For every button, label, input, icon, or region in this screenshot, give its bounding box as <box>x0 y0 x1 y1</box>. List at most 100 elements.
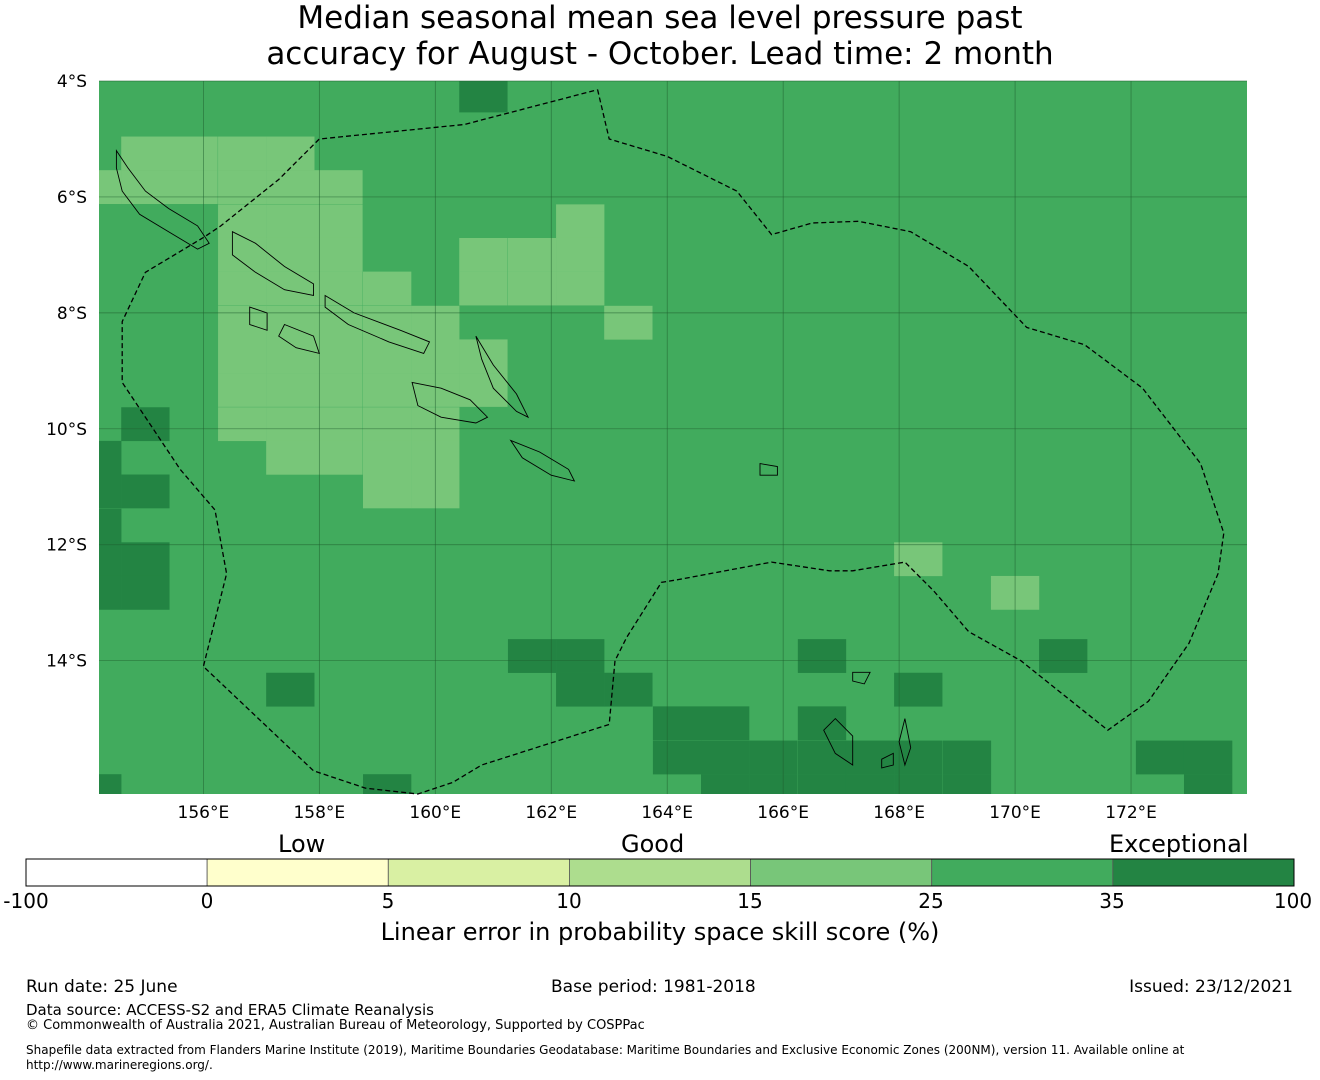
skill-cell-35-100 <box>797 774 847 794</box>
skill-cell-15-25 <box>218 237 267 272</box>
skill-cell-15-25 <box>314 407 363 442</box>
skill-cell-35-100 <box>701 774 750 794</box>
skill-cell-15-25 <box>459 373 508 407</box>
skill-cell-35-100 <box>99 474 122 509</box>
colorbar-tick: 0 <box>200 889 214 913</box>
graticule <box>99 80 1247 794</box>
eez-boundary-line <box>121 89 1225 795</box>
colorbar-tick: 35 <box>1099 889 1125 913</box>
skill-cell-15-25 <box>604 305 653 340</box>
skill-cell-35-100 <box>99 542 122 577</box>
skill-cell-15-25 <box>459 271 508 306</box>
skill-cell-15-25 <box>362 440 412 475</box>
base-period: Base period: 1981-2018 <box>551 977 756 997</box>
latitude-label: 10°S <box>46 420 87 440</box>
skill-cell-15-25 <box>266 136 315 171</box>
skill-cell-15-25 <box>218 373 267 407</box>
skill-cell-15-25 <box>266 237 315 272</box>
skill-cell-35-100 <box>797 639 847 673</box>
skill-cell-15-25 <box>266 407 315 442</box>
skill-cell-15-25 <box>314 440 363 475</box>
colorbar-segment <box>387 858 570 887</box>
skill-cell-15-25 <box>266 271 315 306</box>
shapefile-credit-line-2: http://www.marineregions.org/. <box>26 1058 213 1072</box>
skill-cell-15-25 <box>266 373 315 407</box>
longitude-label: 172°E <box>1105 803 1157 823</box>
skill-cell-35-100 <box>894 672 943 707</box>
skill-cell-15-25 <box>99 170 122 204</box>
colorbar-segment <box>750 858 933 887</box>
skill-cell-35-100 <box>894 774 943 794</box>
skill-cell-35-100 <box>701 706 750 741</box>
skill-cell-35-100 <box>942 774 992 794</box>
skill-cell-15-25 <box>314 237 363 272</box>
run-date: Run date: 25 June <box>26 977 178 997</box>
skill-cell-15-25 <box>121 136 170 171</box>
skill-cell-35-100 <box>749 740 798 775</box>
skill-cell-35-100 <box>362 774 412 794</box>
skill-cell-35-100 <box>797 740 847 775</box>
skill-cell-15-25 <box>507 271 557 306</box>
skill-cell-15-25 <box>266 204 315 239</box>
island-outline <box>881 752 894 769</box>
title-line-2: accuracy for August - October. Lead time… <box>266 36 1054 72</box>
skill-cell-15-25 <box>266 339 315 374</box>
skill-cell-15-25 <box>314 373 363 407</box>
latitude-label: 8°S <box>57 304 87 324</box>
skill-cell-15-25 <box>218 271 267 306</box>
skill-cell-15-25 <box>507 237 557 272</box>
skill-cell-35-100 <box>266 672 315 707</box>
skill-cell-15-25 <box>362 271 412 306</box>
skill-cell-15-25 <box>314 271 363 306</box>
coastlines <box>115 149 912 769</box>
colorbar-segment <box>25 858 208 887</box>
skill-cell-35-100 <box>507 639 557 673</box>
skill-cell-35-100 <box>121 474 170 509</box>
longitude-label: 170°E <box>989 803 1041 823</box>
category-low-label: Low <box>278 830 326 858</box>
island-outline <box>324 294 431 354</box>
issued-date: Issued: 23/12/2021 <box>1129 977 1293 997</box>
skill-cell-35-100 <box>556 672 605 707</box>
island-outline <box>231 230 314 297</box>
skill-cell-35-100 <box>121 575 170 610</box>
skill-cell-15-25 <box>169 136 218 171</box>
latitude-label: 6°S <box>57 188 87 208</box>
island-outline <box>115 149 210 250</box>
skill-cell-15-25 <box>556 271 605 306</box>
category-good-label: Good <box>621 830 685 858</box>
longitude-labels: 156°E 158°E 160°E 162°E 164°E 166°E 168°E 170°E… <box>178 803 1157 823</box>
island-outline <box>898 718 912 767</box>
skill-cell-35-100 <box>459 81 508 113</box>
skill-cell-35-100 <box>1039 639 1088 673</box>
skill-cell-15-25 <box>218 170 267 204</box>
skill-cell-35-100 <box>1135 740 1185 775</box>
longitude-label: 166°E <box>757 803 809 823</box>
skill-cell-35-100 <box>652 740 702 775</box>
colorbar-segment <box>1112 858 1295 887</box>
skill-cell-15-25 <box>314 204 363 239</box>
skill-cell-15-25 <box>556 204 605 239</box>
latitude-labels: 4°S 6°S 8°S 10°S 12°S 14°S <box>46 72 87 672</box>
skill-cell-35-100 <box>121 407 170 442</box>
colorbar-tick: -100 <box>3 889 49 913</box>
skill-cell-15-25 <box>266 440 315 475</box>
skill-cell-15-25 <box>314 339 363 374</box>
skill-cell-15-25 <box>362 373 412 407</box>
skill-cell-35-100 <box>701 740 750 775</box>
skill-cell-15-25 <box>218 305 267 340</box>
skill-cell-15-25 <box>362 305 412 340</box>
skill-cell-35-100 <box>556 639 605 673</box>
skill-cell-35-100 <box>121 542 170 577</box>
skill-cell-15-25 <box>218 407 267 442</box>
longitude-label: 164°E <box>641 803 693 823</box>
copyright: © Commonwealth of Australia 2021, Austra… <box>26 1018 645 1033</box>
colorbar-frame <box>25 858 1295 887</box>
latitude-label: 4°S <box>57 72 87 92</box>
skill-cell-35-100 <box>845 740 895 775</box>
skill-cell-15-25 <box>121 170 170 204</box>
skill-cell-15-25 <box>459 237 508 272</box>
longitude-label: 158°E <box>293 803 345 823</box>
skill-cell-35-100 <box>99 508 122 543</box>
colorbar-tick: 10 <box>556 889 582 913</box>
